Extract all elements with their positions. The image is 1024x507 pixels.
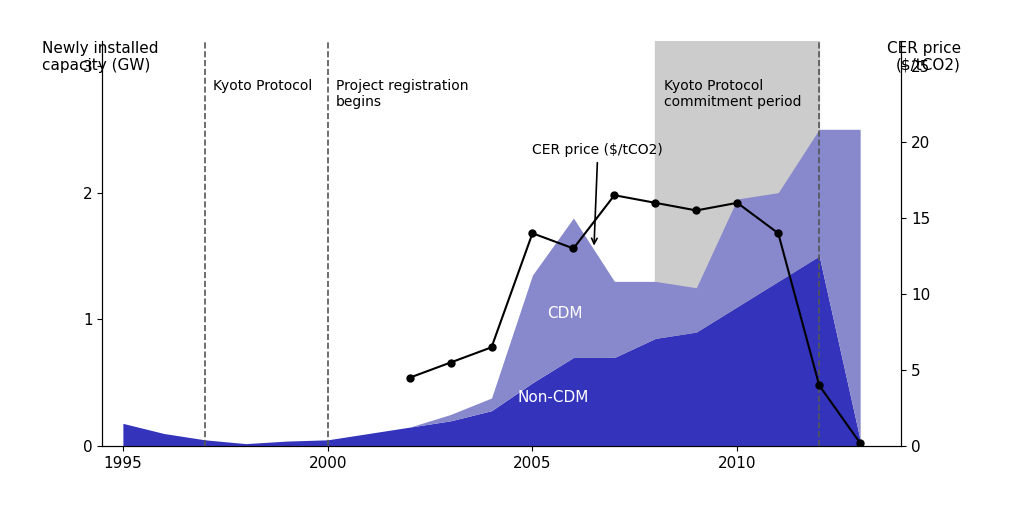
Text: Newly installed
capacity (GW): Newly installed capacity (GW) (43, 41, 159, 73)
Text: Kyoto Protocol
commitment period: Kyoto Protocol commitment period (664, 79, 801, 109)
Text: CDM: CDM (548, 306, 583, 320)
Text: Non-CDM: Non-CDM (517, 390, 589, 406)
Text: CER price ($/tCO2): CER price ($/tCO2) (532, 143, 664, 244)
Text: Kyoto Protocol: Kyoto Protocol (213, 79, 312, 93)
Text: CER price
($/tCO2): CER price ($/tCO2) (887, 41, 961, 73)
Text: Project registration
begins: Project registration begins (336, 79, 468, 109)
Bar (655, 41, 819, 446)
